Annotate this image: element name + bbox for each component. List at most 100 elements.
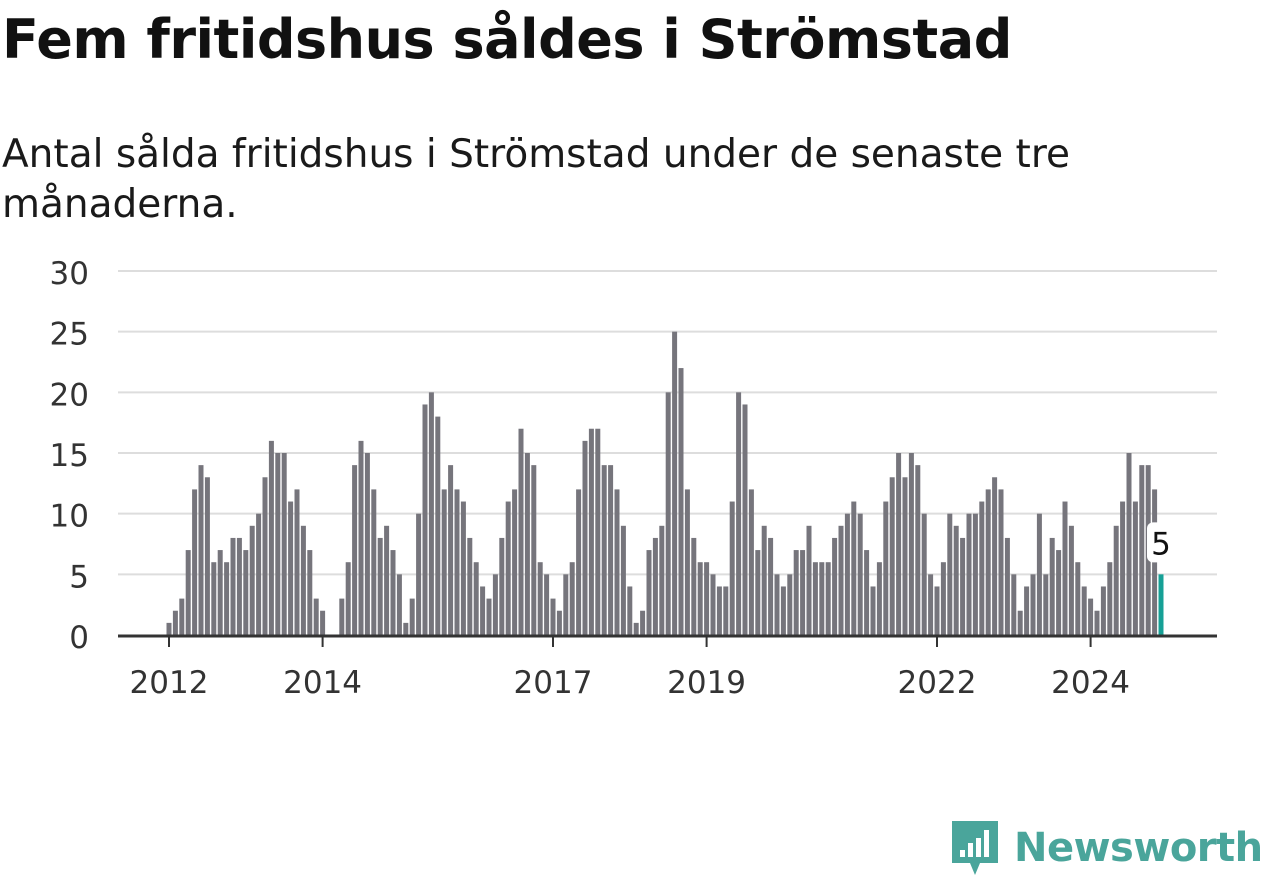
bar — [736, 392, 742, 635]
bar — [1075, 562, 1081, 635]
bar — [192, 489, 198, 635]
bar — [448, 465, 454, 635]
bar — [876, 562, 882, 635]
bar — [1126, 453, 1132, 635]
bar — [300, 525, 306, 635]
bar — [1062, 501, 1068, 635]
bar — [320, 610, 326, 635]
bar — [640, 610, 646, 635]
bar — [1030, 574, 1036, 635]
bar — [409, 598, 415, 635]
bar — [1036, 513, 1042, 635]
bar — [806, 525, 812, 635]
bar — [537, 562, 543, 635]
bar — [659, 525, 665, 635]
bar — [1088, 598, 1094, 635]
bar — [800, 550, 806, 635]
bar — [864, 550, 870, 635]
y-tick-label: 5 — [69, 559, 89, 595]
bar — [403, 622, 409, 635]
x-tick-label: 2022 — [898, 665, 977, 701]
bar — [480, 586, 486, 635]
bar — [243, 550, 249, 635]
bar — [1056, 550, 1062, 635]
bar — [1132, 501, 1138, 635]
bar — [1011, 574, 1017, 635]
bar — [851, 501, 857, 635]
bar — [928, 574, 934, 635]
bar — [665, 392, 671, 635]
bar-highlight — [1158, 574, 1164, 635]
bar — [857, 513, 863, 635]
bar — [492, 574, 498, 635]
bar — [972, 513, 978, 635]
bar — [563, 574, 569, 635]
bar — [697, 562, 703, 635]
bar — [1024, 586, 1030, 635]
bar — [1043, 574, 1049, 635]
bar — [172, 610, 178, 635]
bar — [787, 574, 793, 635]
bar — [307, 550, 313, 635]
bar — [275, 453, 281, 635]
bar — [1081, 586, 1087, 635]
newsworthy-logo: Newsworthy — [950, 817, 1262, 879]
bar — [422, 404, 428, 635]
bar — [249, 525, 255, 635]
bar — [211, 562, 217, 635]
y-tick-label: 30 — [50, 256, 89, 292]
bar — [518, 428, 524, 635]
bar — [761, 525, 767, 635]
bar — [934, 586, 940, 635]
bar — [224, 562, 230, 635]
bar — [601, 465, 607, 635]
bar — [838, 525, 844, 635]
bar — [345, 562, 351, 635]
bar — [531, 465, 537, 635]
y-axis-ticks: 0 5 10 15 20 25 30 — [50, 256, 89, 656]
bar — [953, 525, 959, 635]
y-tick-label: 0 — [69, 620, 89, 656]
bar — [467, 537, 473, 635]
bar — [889, 477, 895, 635]
bar — [672, 331, 678, 635]
bar — [499, 537, 505, 635]
bar — [742, 404, 748, 635]
highlight-label-bg — [1147, 522, 1175, 563]
bar — [748, 489, 754, 635]
bar — [768, 537, 774, 635]
bar — [1068, 525, 1074, 635]
bar — [281, 453, 287, 635]
bar — [998, 489, 1004, 635]
bar — [230, 537, 236, 635]
bar — [454, 489, 460, 635]
bar — [729, 501, 735, 635]
bar — [1094, 610, 1100, 635]
bar — [198, 465, 204, 635]
bar — [556, 610, 562, 635]
bar — [915, 465, 921, 635]
bar — [614, 489, 620, 635]
bar — [185, 550, 191, 635]
bar — [294, 489, 300, 635]
bar — [960, 537, 966, 635]
bar — [505, 501, 511, 635]
bar-chart: 0 5 10 15 20 25 30 2012 2014 2017 2019 2022 2024 5 — [50, 256, 1217, 701]
bar — [1113, 525, 1119, 635]
bar — [1100, 586, 1106, 635]
y-tick-label: 20 — [50, 377, 89, 413]
bar — [486, 598, 492, 635]
bar — [723, 586, 729, 635]
y-tick-label: 10 — [50, 499, 89, 535]
bar — [1139, 465, 1145, 635]
bar — [217, 550, 223, 635]
bar — [384, 525, 390, 635]
bar — [704, 562, 710, 635]
bars — [166, 331, 1164, 635]
bar — [576, 489, 582, 635]
bar — [364, 453, 370, 635]
bar — [1107, 562, 1113, 635]
x-tick-label: 2012 — [130, 665, 209, 701]
bar — [678, 368, 684, 635]
bar — [524, 453, 530, 635]
